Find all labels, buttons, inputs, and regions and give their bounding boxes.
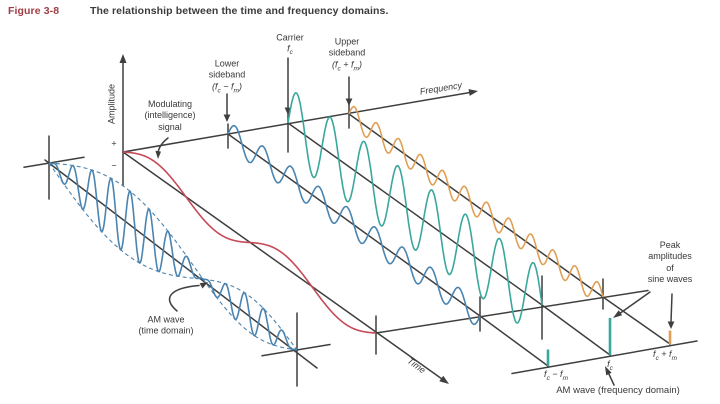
carrier-wave	[287, 92, 543, 324]
amplitude-axis-label: Amplitude	[106, 83, 117, 125]
carrier-axis	[287, 122, 543, 306]
am-wave-time-domain	[48, 162, 298, 351]
arrowheads	[119, 54, 675, 384]
spectrum-bars	[546, 318, 672, 366]
crosshair-top-horizontal	[23, 156, 85, 168]
modulating-signal-label: Modulating (intelligence) signal	[144, 98, 196, 132]
peak-amplitude-arrow-2	[670, 293, 673, 323]
am-wave-axis	[44, 159, 318, 369]
spectrum-label-carrier: fc	[607, 358, 613, 372]
upper-sideband-axis	[348, 113, 604, 298]
am-freq-arrowhead	[605, 366, 612, 376]
peak-amplitude-arrow-1	[618, 291, 651, 315]
peak-arrowhead-2	[667, 321, 675, 329]
spectrum-label-lsb: fc − fm	[544, 368, 568, 382]
amplitude-arrowhead	[119, 54, 127, 63]
upper-sideband-label: Upper sideband (fc + fm)	[328, 36, 366, 73]
time-axis	[122, 151, 443, 380]
figure-caption: The relationship between the time and fr…	[90, 5, 389, 17]
am-time-label-arrow	[168, 284, 200, 312]
projection-lsb	[479, 315, 549, 367]
wave-ends-line	[375, 289, 649, 334]
am-freq-label-arrow	[607, 371, 615, 386]
am-time-domain-label: AM wave (time domain)	[138, 314, 194, 336]
plus-sign: +	[111, 138, 117, 149]
waveforms	[48, 92, 604, 351]
frequency-arrowhead	[468, 89, 478, 96]
modulating-signal-curve	[123, 151, 376, 334]
spectrum-axis	[511, 340, 698, 375]
spectrum-label-usb: fc + fm	[653, 348, 677, 362]
lower-sideband-arrowhead	[223, 114, 231, 122]
upper-sideband-wave	[348, 105, 604, 298]
frequency-axis	[122, 91, 471, 153]
figure-number: Figure 3-8	[8, 5, 60, 17]
axes-and-guides	[23, 57, 698, 387]
modulating-arrowhead	[155, 150, 161, 159]
am-frequency-domain-label: AM wave (frequency domain)	[556, 384, 680, 396]
am-time-arrowhead	[199, 282, 208, 289]
time-arrowhead	[439, 375, 449, 384]
am-wave-time-domain-envelope-upper	[49, 162, 298, 351]
projection-usb	[602, 296, 671, 345]
projection-carrier	[541, 304, 611, 356]
peak-arrowhead-1	[613, 310, 623, 318]
peak-amplitudes-label: Peak amplitudes of sine waves	[647, 240, 693, 285]
am-wave-time-domain-envelope-lower	[48, 162, 298, 351]
lower-sideband-wave	[227, 124, 481, 326]
carrier-label: Carrier fc	[276, 32, 304, 57]
lower-sideband-label: Lower sideband (fc − fm)	[208, 58, 246, 95]
minus-sign: −	[111, 160, 117, 171]
upper-sideband-arrowhead	[345, 98, 353, 106]
